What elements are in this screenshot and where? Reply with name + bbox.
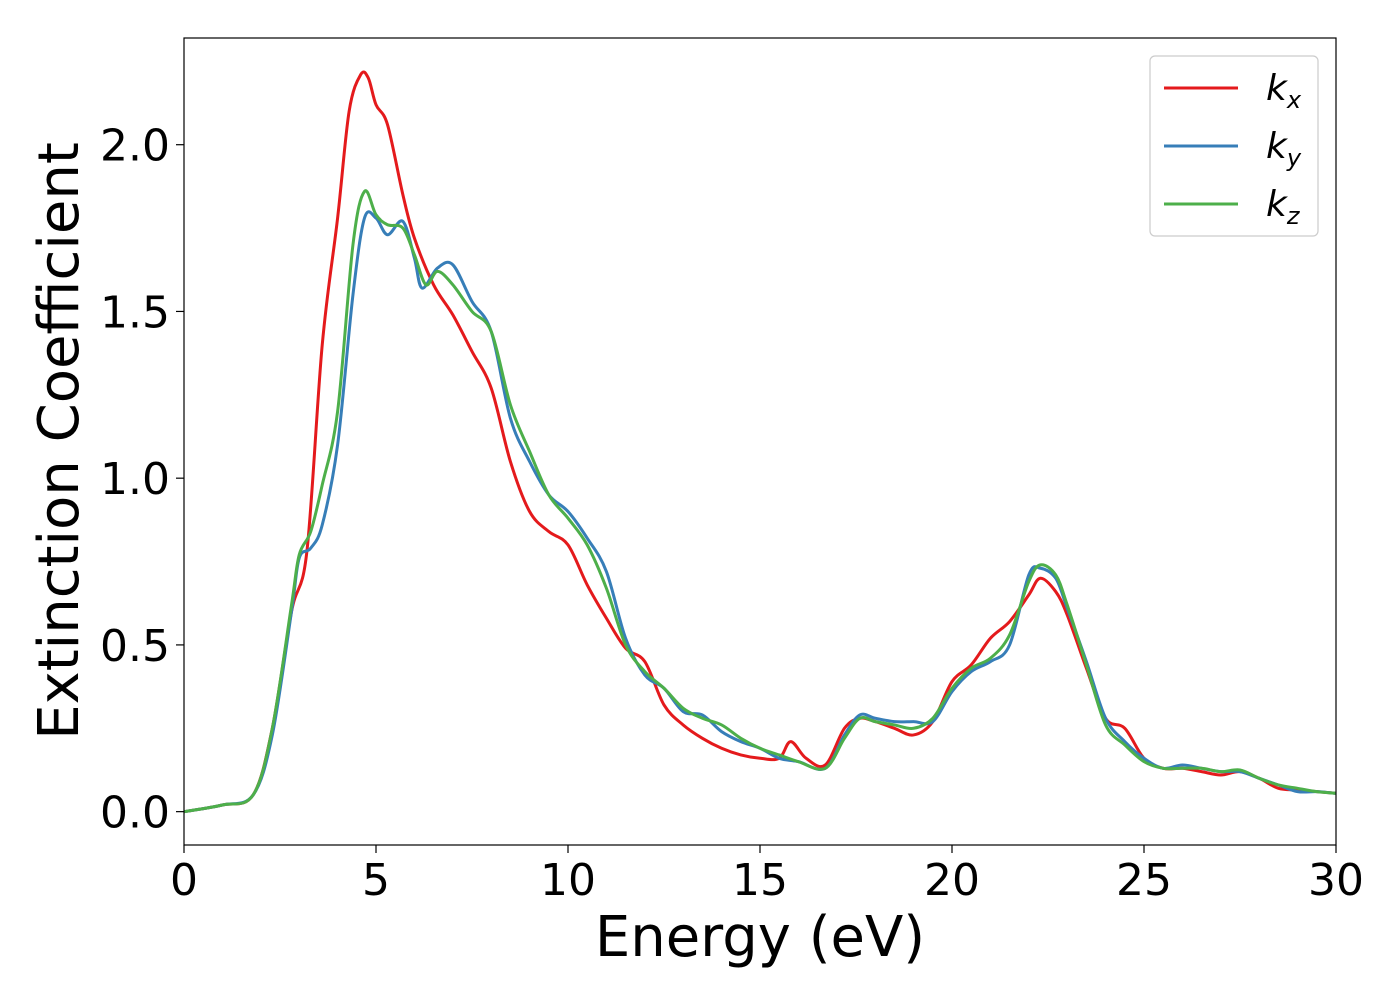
legend-label-k-y: ky — [1266, 126, 1302, 172]
x-tick-label: 0 — [170, 855, 198, 906]
x-tick-label: 5 — [362, 855, 390, 906]
x-tick-label: 10 — [540, 855, 596, 906]
y-axis-title: Extinction Coefficient — [27, 142, 92, 740]
x-tick-label: 15 — [732, 855, 788, 906]
legend-label-k-x: kx — [1266, 68, 1302, 114]
x-axis-ticks: 0 5 10 15 20 25 30 — [170, 845, 1364, 906]
x-tick-label: 30 — [1308, 855, 1364, 906]
series-line-k-z — [184, 189, 1336, 814]
y-tick-label: 2.0 — [100, 121, 170, 172]
y-tick-label: 1.5 — [100, 287, 170, 338]
y-tick-label: 1.0 — [100, 454, 170, 505]
x-axis-title: Energy (eV) — [595, 905, 925, 970]
series-line-k-x — [184, 70, 1336, 814]
y-tick-label: 0.5 — [100, 621, 170, 672]
y-tick-label: 0.0 — [100, 788, 170, 839]
series-lines — [184, 70, 1336, 814]
x-tick-label: 20 — [924, 855, 980, 906]
plot-area — [183, 37, 1337, 846]
y-axis-ticks: 0.0 0.5 1.0 1.5 2.0 — [100, 121, 184, 839]
series-line-k-y — [184, 210, 1336, 814]
x-tick-label: 25 — [1116, 855, 1172, 906]
